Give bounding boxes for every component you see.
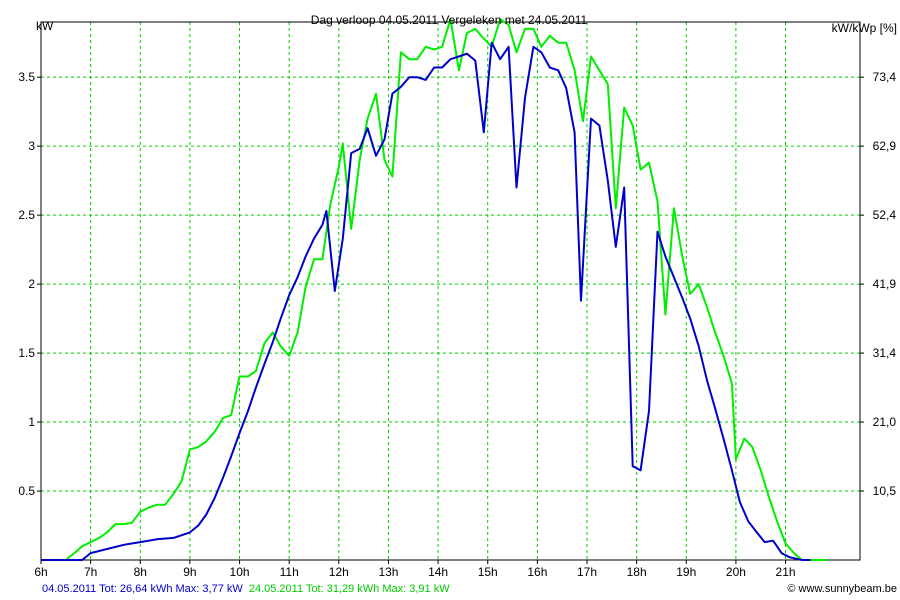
x-tick-label: 10h <box>230 565 250 579</box>
y-right-tick-label: 31,4 <box>873 346 897 360</box>
legend-series-blue: 04.05.2011 Tot: 26,64 kWh Max: 3,77 kW <box>42 583 243 595</box>
x-tick-label: 8h <box>134 565 147 579</box>
x-axis-ticks: 6h 7h 8h 9h 10h 11h 12h 13h 14h 15h 16h 17h 18h 19h 20… <box>34 560 796 579</box>
series-line-blue <box>41 41 811 561</box>
x-tick-label: 9h <box>183 565 196 579</box>
y-axis-left-ticks: 0.5 1 1.5 2 2.5 3 3.5 <box>18 70 41 498</box>
y-axis-left-label: kW <box>36 19 54 33</box>
y-left-tick-label: 1.5 <box>18 346 35 360</box>
legend-footer: 04.05.2011 Tot: 26,64 kWh Max: 3,77 kW 2… <box>42 583 450 595</box>
x-tick-label: 11h <box>280 565 299 579</box>
x-tick-label: 6h <box>34 565 47 579</box>
x-tick-label: 18h <box>627 565 647 579</box>
x-tick-label: 19h <box>676 565 696 579</box>
credit-text: © www.sunnybeam.be <box>787 583 897 595</box>
y-axis-right-label: kW/kWp [%] <box>832 21 897 35</box>
grid-lines <box>41 22 860 560</box>
x-tick-label: 21h <box>776 565 796 579</box>
y-left-tick-label: 1 <box>28 415 35 429</box>
chart-title: Dag verloop 04.05.2011 Vergeleken met 24… <box>311 13 588 27</box>
y-right-tick-label: 73,4 <box>873 70 897 84</box>
y-right-tick-label: 10,5 <box>873 484 897 498</box>
y-left-tick-label: 3.5 <box>18 70 35 84</box>
y-left-tick-label: 2.5 <box>18 208 35 222</box>
y-left-tick-label: 3 <box>28 139 35 153</box>
x-tick-label: 15h <box>478 565 498 579</box>
x-tick-label: 7h <box>84 565 97 579</box>
y-left-tick-label: 2 <box>28 277 35 291</box>
y-right-tick-label: 62,9 <box>873 139 897 153</box>
x-tick-label: 20h <box>726 565 746 579</box>
x-tick-label: 14h <box>428 565 448 579</box>
series-lines <box>41 18 827 561</box>
y-right-tick-label: 52,4 <box>873 208 897 222</box>
y-right-tick-label: 41,9 <box>873 277 897 291</box>
x-tick-label: 17h <box>577 565 597 579</box>
x-tick-label: 13h <box>378 565 398 579</box>
y-left-tick-label: 0.5 <box>18 484 35 498</box>
y-axis-right-ticks: 10,5 21,0 31,4 41,9 52,4 62,9 73,4 <box>860 70 896 498</box>
y-right-tick-label: 21,0 <box>873 415 897 429</box>
x-tick-label: 12h <box>329 565 349 579</box>
x-tick-label: 16h <box>527 565 547 579</box>
series-line-green <box>41 18 827 561</box>
legend-series-green: 24.05.2011 Tot: 31,29 kWh Max: 3,91 kW <box>249 583 450 595</box>
